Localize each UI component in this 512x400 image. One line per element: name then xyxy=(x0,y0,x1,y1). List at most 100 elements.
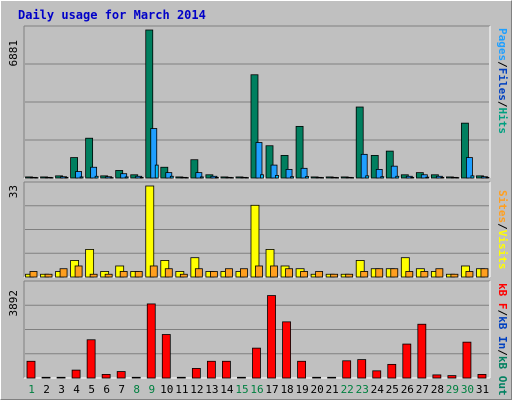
x-tick-label: 3 xyxy=(58,383,65,396)
bar-kbf xyxy=(327,376,337,379)
bar-pages xyxy=(350,177,355,179)
bar-sites xyxy=(315,271,324,278)
bar-visits xyxy=(250,204,260,278)
x-tick-label: 8 xyxy=(133,383,140,396)
x-tick-label: 6 xyxy=(103,383,110,396)
legend-kbout: kB Out xyxy=(496,355,509,396)
bar-kbf xyxy=(477,374,487,379)
bar-pages xyxy=(109,177,114,179)
legend-sep: / xyxy=(496,61,509,68)
bar-sites xyxy=(480,268,489,278)
bar-sites xyxy=(420,271,429,278)
bar-sites xyxy=(435,268,444,278)
bar-sites xyxy=(194,268,203,278)
bar-files xyxy=(255,142,263,179)
ymax-label: 33 xyxy=(7,185,20,198)
bar-hits xyxy=(250,74,259,179)
x-tick-label: 28 xyxy=(431,383,444,396)
x-tick-label: 5 xyxy=(88,383,95,396)
bar-pages xyxy=(395,175,400,179)
bar-kbf xyxy=(462,341,472,379)
bar-files xyxy=(300,167,308,179)
x-tick-label: 9 xyxy=(148,383,155,396)
bar-kbf xyxy=(357,359,367,379)
x-tick-label: 30 xyxy=(461,383,474,396)
bar-hits xyxy=(280,155,289,179)
bar-pages xyxy=(230,177,234,179)
x-tick-label: 20 xyxy=(311,383,324,396)
x-tick-label: 2 xyxy=(43,383,50,396)
bar-sites xyxy=(119,271,128,278)
bar-sites xyxy=(255,265,263,278)
bar-hits xyxy=(145,29,154,179)
bar-hits xyxy=(370,155,379,179)
bar-pages xyxy=(410,176,415,179)
bar-pages xyxy=(79,176,84,179)
bar-pages xyxy=(169,175,174,179)
bar-sites xyxy=(450,273,459,278)
bar-kbf xyxy=(41,376,51,379)
bar-sites xyxy=(300,271,308,278)
bar-files xyxy=(150,128,158,179)
bar-hits xyxy=(265,145,274,179)
legend-sep: / xyxy=(496,223,509,230)
x-tick-label: 18 xyxy=(280,383,293,396)
x-tick-label: 29 xyxy=(446,383,459,396)
ymax-label: 6881 xyxy=(7,40,20,67)
bar-sites xyxy=(465,271,474,278)
bar-kbf xyxy=(447,375,457,379)
bar-pages xyxy=(440,176,445,179)
x-tick-label: 1 xyxy=(28,383,35,396)
bar-pages xyxy=(124,176,129,179)
bar-pages xyxy=(154,164,159,179)
legend-sep: / xyxy=(496,309,509,317)
bar-sites xyxy=(44,273,53,278)
bar-sites xyxy=(285,268,293,278)
bar-pages xyxy=(199,176,204,179)
x-tick-label: 25 xyxy=(386,383,399,396)
bar-files xyxy=(195,172,203,179)
bar-sites xyxy=(179,273,188,278)
bar-sites xyxy=(270,265,278,278)
bar-pages xyxy=(425,176,430,179)
bar-pages xyxy=(275,175,279,179)
legend-hits: Hits xyxy=(496,107,509,135)
bar-kbf xyxy=(131,376,141,379)
bar-kbf xyxy=(417,323,427,379)
bar-files xyxy=(90,166,98,179)
bar-kbf xyxy=(432,374,442,379)
x-tick-label: 31 xyxy=(476,383,489,396)
x-tick-label: 4 xyxy=(73,383,80,396)
bar-sites xyxy=(375,268,384,278)
bar-sites xyxy=(390,268,399,278)
bar-kbf xyxy=(86,339,96,379)
legend-sep: / xyxy=(496,100,509,108)
ymax-label: 3892 xyxy=(7,290,20,317)
legend-sep: / xyxy=(496,349,509,356)
x-tick-label: 24 xyxy=(371,383,385,396)
bar-pages xyxy=(139,176,144,179)
bar-hits xyxy=(355,106,364,179)
bar-kbf xyxy=(26,360,36,379)
x-tick-label: 26 xyxy=(401,383,414,396)
bar-files xyxy=(466,157,473,179)
bar-kbf xyxy=(297,360,306,379)
x-tick-label: 11 xyxy=(175,383,188,396)
bar-sites xyxy=(59,268,68,278)
x-tick-label: 22 xyxy=(341,383,354,396)
legend-pages: Pages xyxy=(496,28,509,62)
x-tick-label: 14 xyxy=(220,383,234,396)
bar-pages xyxy=(94,175,99,179)
bar-visits xyxy=(400,257,410,278)
bar-kbf xyxy=(101,374,111,379)
bar-kbf xyxy=(402,343,412,379)
bar-pages xyxy=(214,176,219,179)
bar-pages xyxy=(260,174,264,179)
bar-sites xyxy=(89,273,98,278)
bar-hits xyxy=(190,159,199,179)
bar-pages xyxy=(184,177,189,179)
bar-kbf xyxy=(161,334,171,379)
bar-files xyxy=(420,174,428,179)
bar-kbf xyxy=(146,303,156,379)
